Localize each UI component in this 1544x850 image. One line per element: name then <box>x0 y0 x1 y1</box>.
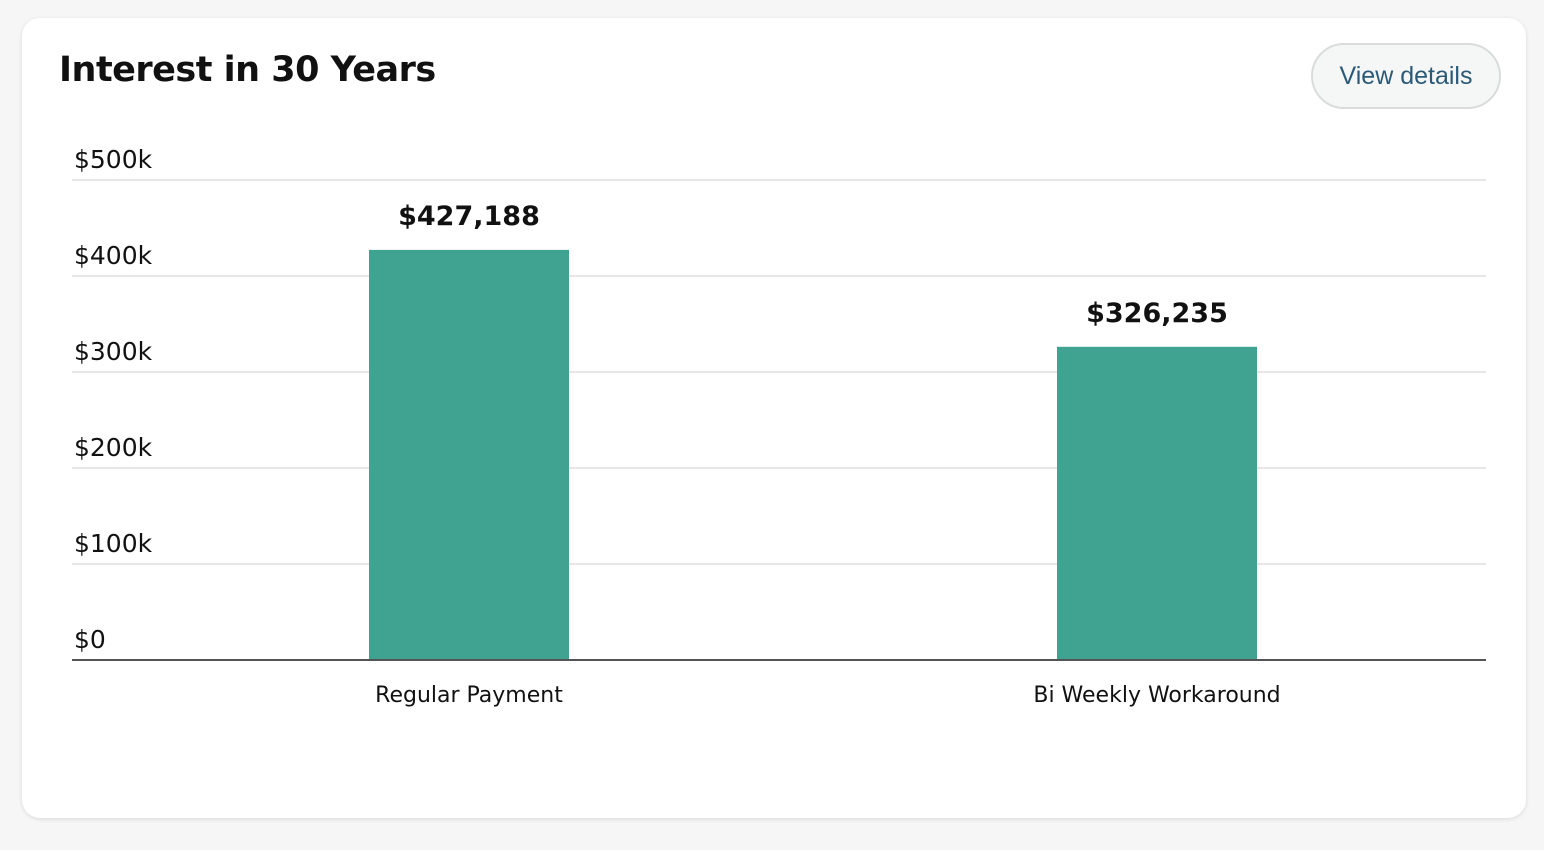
bar <box>1057 346 1257 660</box>
y-tick-label: $200k <box>74 433 153 462</box>
card-title: Interest in 30 Years <box>59 50 436 90</box>
y-tick-label: $400k <box>74 241 153 270</box>
bar <box>369 249 569 660</box>
chart-card: Interest in 30 Years View details $0 $100… <box>22 18 1526 818</box>
x-tick-label: Bi Weekly Workaround <box>1033 683 1280 708</box>
y-tick-label: $100k <box>74 529 153 558</box>
data-label: $427,188 <box>398 201 540 232</box>
y-tick-label: $500k <box>74 145 153 174</box>
y-tick-label: $300k <box>74 337 153 366</box>
y-tick-label: $0 <box>74 625 106 654</box>
x-tick-label: Regular Payment <box>375 683 563 708</box>
view-details-button[interactable]: View details <box>1311 43 1501 109</box>
bar-chart: $0 $100k $200k $300k $400k $500k $427,188 Regul… <box>72 145 1486 708</box>
data-label: $326,235 <box>1086 298 1228 329</box>
